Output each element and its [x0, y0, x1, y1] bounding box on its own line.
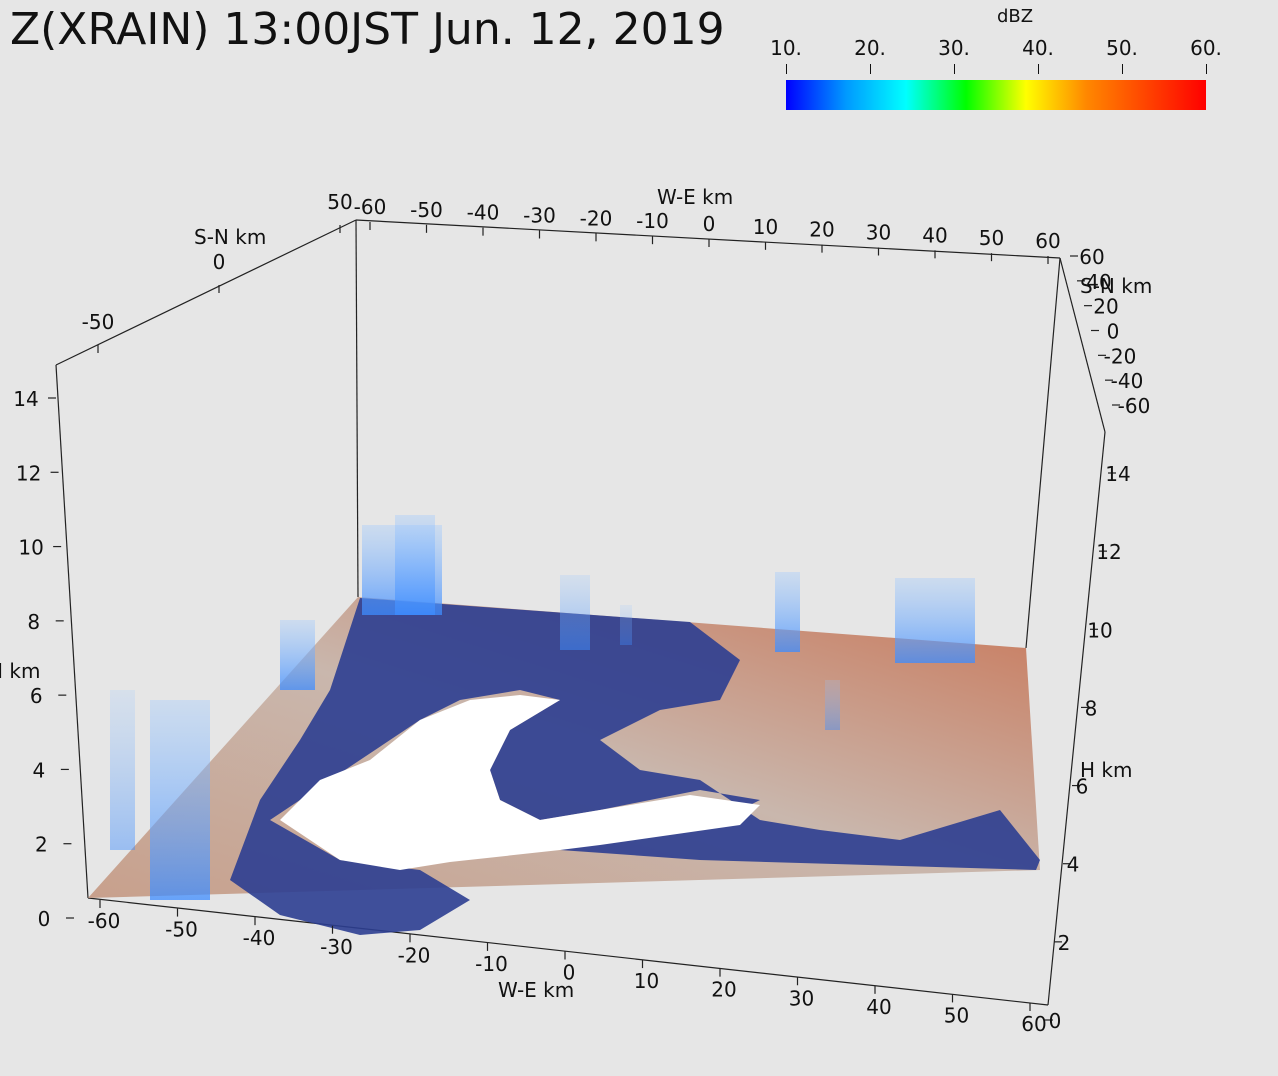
h-right-tick-label: 8 — [1085, 696, 1098, 720]
h-left-tick-label: 0 — [38, 907, 51, 931]
we-axis-title-bottom: W-E km — [498, 978, 574, 1002]
we-bottom-tick-label: 20 — [711, 978, 736, 1002]
we-top-tick-label: 50 — [979, 226, 1004, 250]
sn-axis-title-left: S-N km — [194, 225, 266, 249]
colorbar-ticks: 10. 20. 30. 40. 50. 60. — [770, 36, 1230, 74]
sn-left-tick-label: 50 — [327, 190, 352, 214]
colorbar-legend: dBZ 10. 20. 30. 40. 50. 60. — [770, 6, 1230, 116]
colorbar-tick-label: 10. — [770, 36, 802, 60]
h-right-tick-label: 6 — [1076, 775, 1089, 799]
sn-right-tick-label: -40 — [1111, 369, 1144, 393]
we-top-tick-label: -50 — [410, 198, 443, 222]
we-bottom-tick-label: -20 — [398, 943, 431, 967]
colorbar-gradient — [786, 80, 1206, 110]
we-bottom-tick-label: 10 — [634, 969, 659, 993]
echo-column — [280, 620, 315, 690]
sn-right-tick-label: -60 — [1118, 394, 1151, 418]
h-right-tick-label: 14 — [1105, 462, 1130, 486]
echo-column — [620, 605, 632, 645]
colorbar-tick-label: 40. — [1022, 36, 1054, 60]
h-axis-title-right: H km — [1080, 758, 1132, 782]
plot-title: Z(XRAIN) 13:00JST Jun. 12, 2019 — [10, 4, 725, 55]
h-left-tick-label: 4 — [32, 758, 45, 782]
sn-left-tick-label: -50 — [82, 310, 115, 334]
echo-column — [110, 690, 135, 850]
we-top-tick-label: 60 — [1035, 229, 1060, 253]
we-top-tick-label: -30 — [523, 204, 556, 228]
we-top-tick-label: 20 — [809, 218, 834, 242]
h-right-tick-label: 4 — [1067, 853, 1080, 877]
echo-columns — [110, 515, 975, 900]
sn-left-tick-label: 0 — [213, 250, 226, 274]
echo-column — [395, 515, 435, 615]
colorbar-tick-mark — [954, 64, 955, 74]
h-right-tick-label: 2 — [1058, 931, 1071, 955]
bay-region — [280, 695, 760, 870]
h-left-tick-label: 2 — [35, 833, 48, 857]
echo-column — [775, 572, 800, 652]
we-bottom-tick-label: 50 — [944, 1003, 969, 1027]
we-top-tick-label: 0 — [703, 212, 716, 236]
h-left-tick-label: 6 — [30, 684, 43, 708]
we-bottom-tick-label: 60 — [1021, 1012, 1046, 1036]
we-bottom-tick-label: 30 — [789, 986, 814, 1010]
sn-right-tick-label: 60 — [1079, 245, 1104, 269]
colorbar-tick-mark — [1206, 64, 1207, 74]
echo-column — [895, 578, 975, 663]
h-right-tick-label: 0 — [1049, 1009, 1062, 1033]
we-bottom-tick-label: -10 — [475, 952, 508, 976]
we-top-tick-label: 10 — [753, 215, 778, 239]
h-right-tick-label: 12 — [1096, 540, 1121, 564]
axis-ticks: -60 -50 -40 -30 -20 -10 0 10 20 30 40 50 60-60 -50 -40… — [13, 190, 1150, 1036]
terrain-surface — [88, 597, 1040, 935]
we-top-tick-label: -40 — [467, 201, 500, 225]
colorbar-tick-mark — [786, 64, 787, 74]
echo-column — [150, 700, 210, 900]
we-bottom-tick-label: -40 — [243, 926, 276, 950]
h-right-tick-label: 10 — [1087, 618, 1112, 642]
bounding-box — [55, 219, 1106, 1006]
sn-axis-title-right: S-N km — [1080, 274, 1152, 298]
colorbar-tick-label: 20. — [854, 36, 886, 60]
we-bottom-tick-label: -30 — [320, 935, 353, 959]
we-top-tick-label: -10 — [636, 209, 669, 233]
we-top-tick-label: 30 — [866, 221, 891, 245]
h-left-tick-label: 14 — [13, 387, 38, 411]
we-bottom-tick-label: 0 — [563, 961, 576, 985]
we-axis-title-top: W-E km — [657, 185, 733, 209]
sn-right-tick-label: -20 — [1104, 344, 1137, 368]
sea-area — [230, 598, 1040, 935]
h-left-tick-label: 10 — [18, 536, 43, 560]
we-bottom-tick-label: -60 — [88, 909, 121, 933]
we-top-tick-label: -60 — [354, 195, 387, 219]
colorbar-tick-label: 30. — [938, 36, 970, 60]
h-axis-title-left: H km — [0, 659, 40, 683]
colorbar-label: dBZ — [996, 6, 1034, 27]
colorbar-tick-mark — [1122, 64, 1123, 74]
h-left-tick-label: 8 — [27, 610, 40, 634]
we-bottom-tick-label: 40 — [866, 995, 891, 1019]
sn-right-tick-label: 40 — [1086, 270, 1111, 294]
colorbar-tick-mark — [870, 64, 871, 74]
echo-column — [560, 575, 590, 650]
sn-right-tick-label: 0 — [1107, 320, 1120, 344]
echo-column — [825, 680, 840, 730]
sn-right-tick-label: 20 — [1093, 295, 1118, 319]
we-top-tick-label: 40 — [922, 223, 947, 247]
we-bottom-tick-label: -50 — [165, 918, 198, 942]
colorbar-tick-mark — [1038, 64, 1039, 74]
h-left-tick-label: 12 — [16, 461, 41, 485]
colorbar-tick-label: 60. — [1190, 36, 1222, 60]
colorbar-tick-label: 50. — [1106, 36, 1138, 60]
we-top-tick-label: -20 — [580, 206, 613, 230]
